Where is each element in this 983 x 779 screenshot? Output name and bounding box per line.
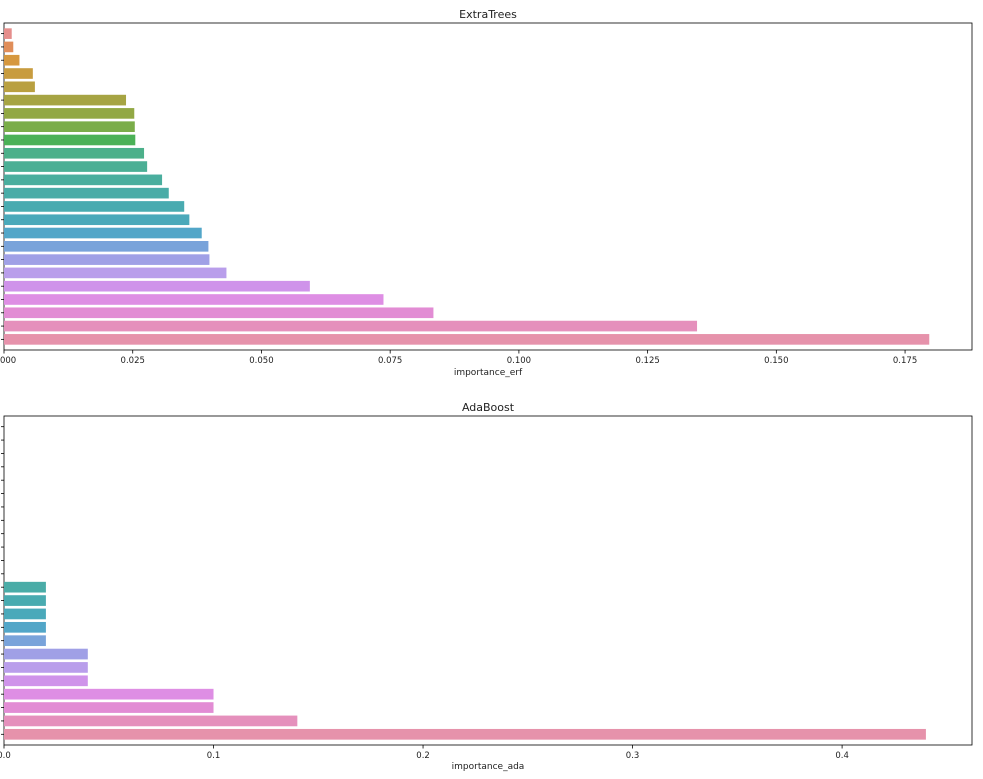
- bar: [4, 41, 14, 53]
- x-tick-label: 0.125: [635, 356, 659, 366]
- x-tick-label: 0.075: [378, 356, 402, 366]
- bar: [4, 280, 310, 292]
- bar: [4, 662, 88, 673]
- bar: [4, 54, 20, 66]
- bar: [4, 147, 145, 159]
- x-axis-label: importance_ada: [452, 762, 525, 772]
- x-tick-label: 0.0: [0, 751, 11, 761]
- bar: [4, 108, 135, 119]
- bar: [4, 728, 926, 740]
- x-tick-label: 0.000: [0, 356, 16, 366]
- chart-title: ExtraTrees: [459, 8, 517, 21]
- x-tick-label: 0.175: [893, 356, 917, 366]
- bar: [4, 134, 136, 146]
- bar: [4, 648, 88, 660]
- bar: [4, 581, 46, 593]
- x-tick-label: 0.3: [626, 751, 640, 761]
- x-tick-label: 0.150: [764, 356, 788, 366]
- bar: [4, 174, 163, 186]
- plot-area-frame: [3, 22, 973, 351]
- bar: [4, 267, 227, 279]
- bar: [4, 81, 35, 93]
- bar-group: [4, 581, 926, 740]
- bar: [4, 702, 214, 713]
- x-tick-label: 0.1: [207, 751, 221, 761]
- bar: [4, 675, 88, 687]
- x-axis-label: importance_erf: [454, 368, 523, 378]
- y-tick-group: [1, 33, 4, 340]
- x-tick-label: 0.050: [249, 356, 273, 366]
- x-tick-label: 0.100: [507, 356, 531, 366]
- y-tick-group: [1, 426, 4, 735]
- bar: [4, 121, 135, 132]
- x-tick-label: 0.025: [121, 356, 145, 366]
- bar: [4, 294, 384, 305]
- bar: [4, 595, 46, 606]
- bar: [4, 715, 298, 727]
- bar: [4, 28, 12, 39]
- x-tick-label: 0.4: [835, 751, 849, 761]
- bar: [4, 227, 202, 239]
- bar: [4, 254, 210, 265]
- bar: [4, 201, 185, 212]
- bar-group: [4, 28, 930, 345]
- bar: [4, 621, 46, 633]
- adaboost-chart: AdaBoost 0.0 0.1 0.2 0.3 0.4 importance_ada: [0, 401, 973, 772]
- bar: [4, 161, 148, 172]
- extratrees-chart: ExtraTrees 0.000 0.025 0.050 0.075 0.100 0.12…: [0, 8, 973, 378]
- x-tick-group: 0.0 0.1 0.2 0.3 0.4: [0, 745, 849, 761]
- bar: [4, 608, 46, 620]
- bar: [4, 241, 209, 252]
- bar: [4, 187, 169, 199]
- bar: [4, 320, 698, 332]
- x-tick-label: 0.2: [416, 751, 430, 761]
- bar: [4, 94, 127, 106]
- bar: [4, 688, 214, 700]
- bar: [4, 68, 33, 79]
- bar: [4, 334, 930, 345]
- bar: [4, 214, 190, 226]
- x-tick-group: 0.000 0.025 0.050 0.075 0.100 0.125 0.150 0.175: [0, 350, 917, 366]
- chart-title: AdaBoost: [462, 401, 515, 414]
- bar: [4, 307, 434, 319]
- plot-area-frame: [3, 415, 973, 746]
- bar: [4, 635, 46, 647]
